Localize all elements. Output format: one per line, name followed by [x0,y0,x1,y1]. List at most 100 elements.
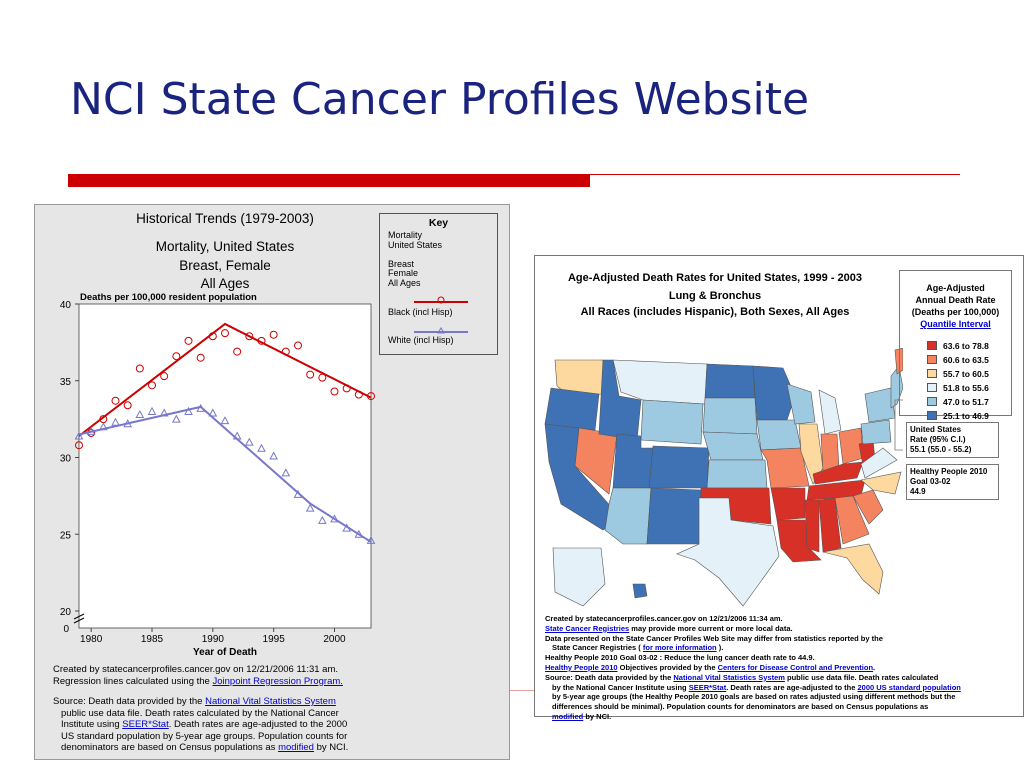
legend-label: 47.0 to 51.7 [943,397,989,407]
us-choropleth-map [544,348,903,607]
state-pennsylvania[interactable] [860,419,892,445]
subtitle-line: Breast, Female [179,257,271,273]
key-swatches [414,296,468,334]
state-virginia[interactable] [860,447,898,479]
state-south-carolina[interactable] [852,489,884,525]
data-point [184,406,193,415]
trend-line [78,405,372,543]
data-point [123,419,133,428]
modified-link[interactable]: modified [278,742,314,753]
key-line: Breast [388,258,415,269]
data-point [159,408,169,417]
state-iowa[interactable] [756,419,802,451]
data-point [135,364,144,373]
legend-item: 55.7 to 60.5 [927,369,989,379]
data-point [208,332,217,341]
data-point [330,387,339,396]
data-point [196,403,206,412]
data-point [244,437,254,446]
state-louisiana[interactable] [776,519,822,563]
chart-subtitle: Mortality, United States Breast, Female … [35,238,415,294]
data-point [354,390,363,399]
key-line: Mortality [388,230,423,240]
data-point [220,416,230,425]
more-info-link[interactable]: for more information [642,643,717,653]
seerstat-link[interactable]: SEER*Stat [688,682,727,692]
state-nebraska[interactable] [702,431,764,461]
legend-item: 63.6 to 78.8 [927,341,989,351]
us-rate-box: United States Rate (95% C.I.) 55.1 (55.0… [906,422,999,458]
state-utah[interactable] [612,433,654,489]
state-mississippi[interactable] [804,499,820,553]
note-line: Created by statecancerprofiles.cancer.go… [545,614,783,623]
created-line: Created by statecancerprofiles.cancer.go… [53,664,339,675]
data-point [98,422,108,431]
legend-swatch [927,341,937,350]
legend-label: 63.6 to 78.8 [943,341,989,351]
data-point [342,523,352,532]
slide-title: NCI State Cancer Profiles Website [70,74,810,125]
state-florida[interactable] [822,543,884,595]
state-minnesota[interactable] [752,365,796,421]
healthy-people-link[interactable]: Healthy People 2010 [545,662,618,672]
data-point [294,341,302,350]
state-georgia[interactable] [834,495,870,545]
state-oregon[interactable] [544,387,600,431]
joinpoint-link[interactable]: Joinpoint Regression Program. [212,675,343,687]
white-key-marker [437,327,445,334]
key-black-label: Black (incl Hisp) [388,307,453,317]
subtitle-line: Mortality, United States [155,239,295,254]
legend-swatch [927,397,937,406]
state-wisconsin[interactable] [786,383,816,425]
note-line: differences should be minimal). Populati… [552,702,929,712]
regression-text: Regression lines calculated using the [53,675,213,687]
x-tick-label: 1990 [202,634,225,645]
state-north-dakota[interactable] [704,363,756,399]
key-description: Mortality United States Breast Female Al… [388,230,442,288]
seerstat-link[interactable]: SEER*Stat [122,719,169,730]
legend-item: 51.8 to 55.6 [927,383,989,393]
source-line: US standard population by 5-year age gro… [61,730,348,742]
note-text: Source: Death data provided by the [545,672,674,682]
cdc-link[interactable]: Centers for Disease Control and Preventi… [717,662,874,672]
standard-population-link[interactable]: 2000 US standard population [857,682,961,692]
state-arizona[interactable] [604,487,652,545]
note-text: . [873,662,876,672]
state-colorado[interactable] [648,445,710,489]
state-arkansas[interactable] [770,487,806,521]
state-missouri[interactable] [760,447,810,489]
us-rate-line: 55.1 (55.0 - 55.2) [910,445,972,454]
state-michigan[interactable] [818,389,842,435]
note-line: State Cancer Registries may provide more… [545,624,1015,634]
source-line: Institute using SEER*Stat. Death rates a… [53,719,348,731]
note-line: State Cancer Registries ( for more infor… [545,643,1015,653]
data-point [86,426,96,435]
note-text: Objectives provided by the [617,662,718,672]
state-kentucky[interactable] [812,461,864,485]
chart-key: Key Mortality United States Breast Femal… [379,213,498,355]
source-text: by NCI. [313,742,349,753]
state-south-dakota[interactable] [702,397,758,435]
data-point [257,336,266,345]
state-wyoming[interactable] [640,399,704,445]
hp-line: 44.9 [910,487,926,496]
state-hawaii[interactable] [632,583,648,599]
data-point [281,347,290,356]
note-text: by NCI. [583,711,612,721]
quantile-interval-link[interactable]: Quantile Interval [920,319,991,329]
nvss-link[interactable]: National Vital Statistics System [205,696,336,707]
nvss-link[interactable]: National Vital Statistics System [673,672,785,682]
state-north-carolina[interactable] [860,471,902,495]
x-tick-label: 2000 [323,634,346,645]
state-alaska[interactable] [552,547,606,607]
state-kansas[interactable] [706,459,768,489]
note-line: modified by NCI. [545,712,1015,722]
state-registries-link[interactable]: State Cancer Registries [545,623,630,633]
y-tick-label: 0 [63,624,69,635]
map-subtitle: Lung & Bronchus [668,290,762,302]
modified-link[interactable]: modified [552,711,584,721]
state-new-mexico[interactable] [646,487,702,545]
note-text: . Death rates are age-adjusted to the [726,682,858,692]
state-alabama[interactable] [818,497,842,553]
state-texas[interactable] [676,497,780,607]
